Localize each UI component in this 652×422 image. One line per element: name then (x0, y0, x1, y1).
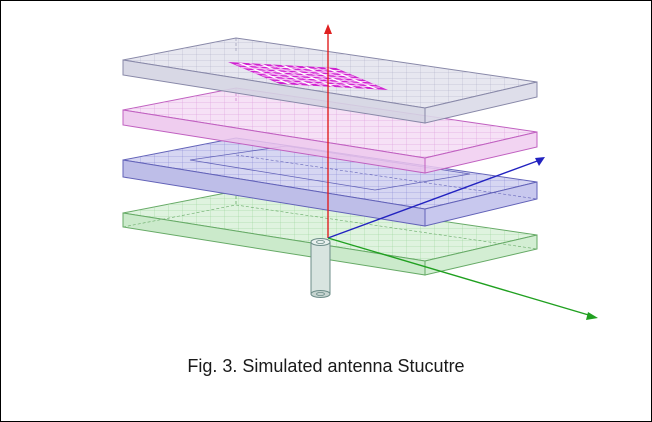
patch-slot-vertical (250, 68, 266, 74)
patch-slot-vertical (272, 69, 288, 75)
patch-array (228, 62, 388, 90)
patch-slot-vertical (307, 76, 322, 82)
patch-slot-vertical (294, 70, 309, 76)
patch-slot-vertical (350, 78, 366, 84)
patch-slot-vertical (259, 64, 275, 69)
patch-gap-line (314, 66, 367, 90)
patch-slot-vertical (337, 73, 353, 79)
blue-substrate-layer (122, 137, 538, 227)
patch-slot-vertical (276, 79, 292, 85)
patch-gap-line (240, 66, 350, 75)
patch-slot-vertical (315, 72, 331, 77)
y-axis-arrow (586, 312, 598, 320)
patch-gap-line (253, 72, 363, 80)
patch-slot-vertical (302, 66, 318, 72)
pink-substrate-layer (122, 87, 538, 174)
patch-slot-vertical (237, 62, 253, 68)
patch-gap-line (292, 65, 346, 89)
ground-layer (122, 190, 538, 276)
coordinate-axes (324, 24, 598, 320)
z-axis-arrow (324, 24, 332, 34)
patch-gap-line (249, 62, 302, 86)
patch-gap-line (270, 63, 324, 87)
patch-slot-vertical (263, 73, 279, 79)
x-axis-arrow (535, 157, 545, 166)
coax-feed (310, 238, 331, 298)
patch-slot-vertical (363, 84, 379, 90)
x-axis (327, 159, 541, 239)
patch-slot-vertical (341, 83, 357, 88)
patch-slot-vertical (285, 75, 301, 80)
patch-gap-line (266, 77, 376, 86)
patch-slot-vertical (328, 77, 344, 83)
patch-slot-vertical (298, 80, 314, 86)
patch-slot-vertical (281, 65, 296, 71)
y-axis (327, 237, 593, 317)
figure-caption: Fig. 3. Simulated antenna Stucutre (187, 356, 465, 376)
